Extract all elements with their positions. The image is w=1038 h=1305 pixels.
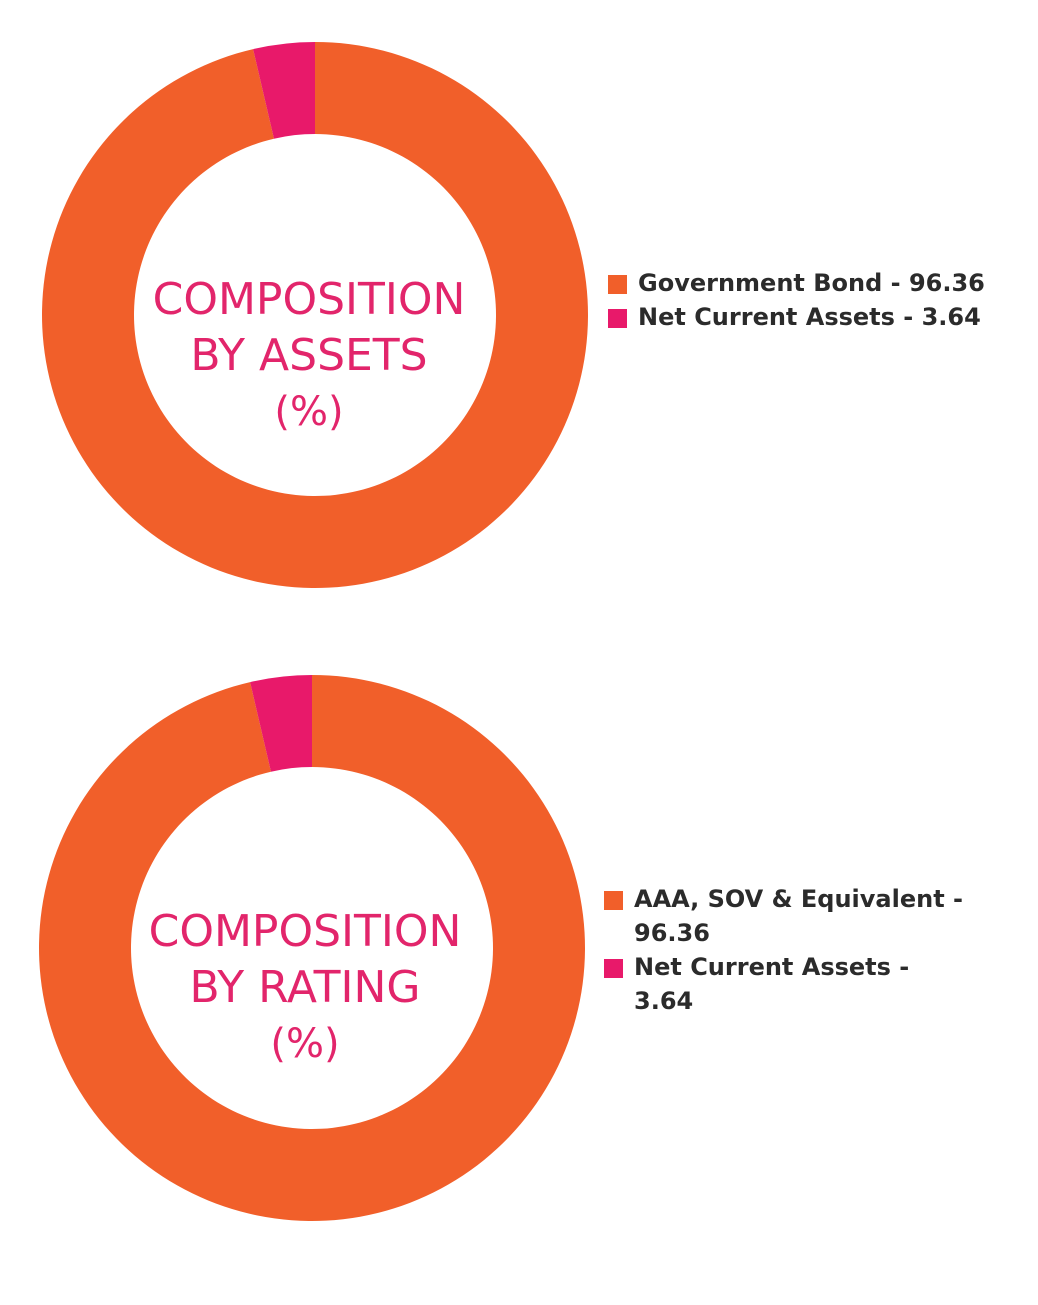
rating-center-title: COMPOSITION BY RATING (%) — [110, 904, 500, 1072]
assets-title-line-3: (%) — [274, 389, 344, 435]
rating-title-line-3: (%) — [270, 1021, 340, 1067]
legend-label: Net Current Assets - 3.64 — [634, 953, 910, 1015]
legend-label: Government Bond - 96.36 — [638, 269, 985, 297]
rating-donut — [38, 675, 585, 1221]
donut-slice-government-bond — [42, 42, 589, 588]
assets-title-line-2: BY ASSETS — [190, 330, 428, 381]
donut-slice-net-current-assets — [253, 42, 315, 139]
rating-title-line-1: COMPOSITION — [148, 906, 462, 957]
assets-center-title: COMPOSITION BY ASSETS (%) — [114, 272, 504, 440]
legend-item-net-current-assets: Net Current Assets - 3.64 — [604, 950, 964, 1018]
legend-item-aaa-sov-equivalent: AAA, SOV & Equivalent - 96.36 — [604, 882, 964, 950]
legend-swatch — [604, 891, 623, 910]
legend-item-net-current-assets: Net Current Assets - 3.64 — [608, 300, 1008, 334]
assets-donut — [42, 42, 589, 588]
composition-by-rating-chart: COMPOSITION BY RATING (%) AAA, SOV & Equ… — [0, 630, 1038, 1305]
legend-swatch — [608, 275, 627, 294]
legend-swatch — [604, 959, 623, 978]
legend-swatch — [608, 309, 627, 328]
donut-slice-aaa-sov-equivalent — [38, 675, 585, 1221]
assets-legend: Government Bond - 96.36 Net Current Asse… — [608, 266, 1008, 334]
rating-title-line-2: BY RATING — [189, 962, 421, 1013]
donut-slice-net-current-assets — [250, 675, 312, 772]
legend-item-government-bond: Government Bond - 96.36 — [608, 266, 1008, 300]
legend-label: AAA, SOV & Equivalent - 96.36 — [634, 885, 964, 947]
assets-title-line-1: COMPOSITION — [152, 274, 466, 325]
legend-label: Net Current Assets - 3.64 — [638, 303, 981, 331]
composition-by-assets-chart: COMPOSITION BY ASSETS (%) Government Bon… — [0, 0, 1038, 630]
rating-legend: AAA, SOV & Equivalent - 96.36 Net Curren… — [604, 882, 964, 1018]
